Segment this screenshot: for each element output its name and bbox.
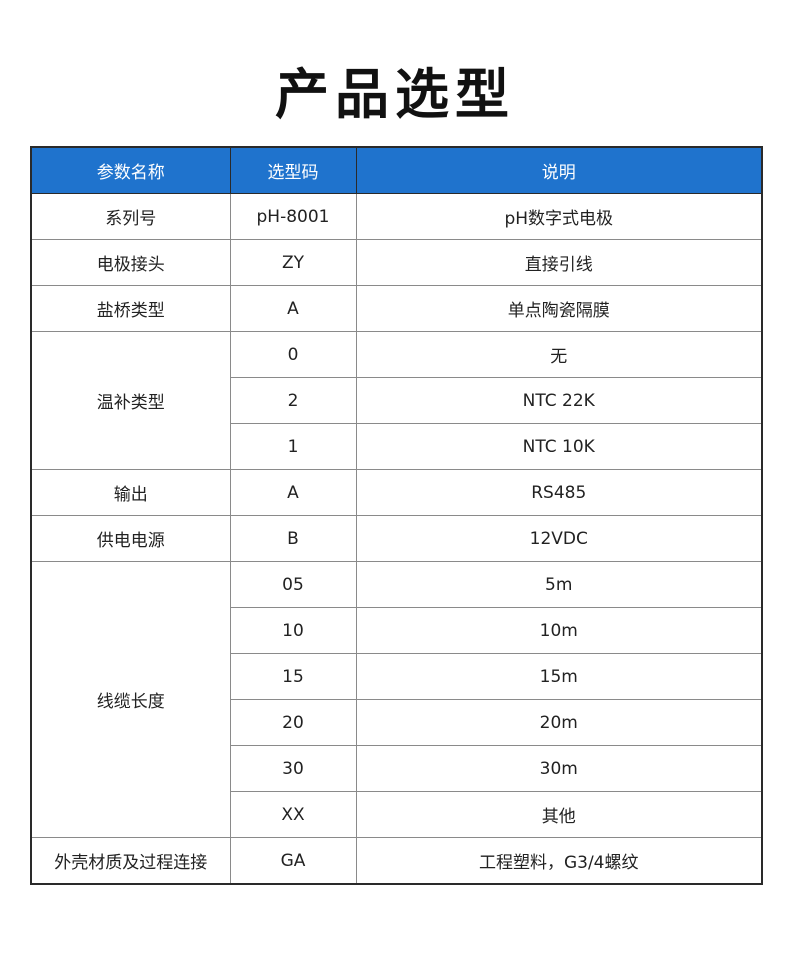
table-row: 20 20m <box>31 699 763 746</box>
code-cell: A <box>229 285 357 332</box>
desc-cell: NTC 10K <box>355 423 763 470</box>
desc-cell: RS485 <box>355 469 763 516</box>
desc-cell: pH数字式电极 <box>355 193 763 240</box>
desc-cell: NTC 22K <box>355 377 763 424</box>
code-cell: ZY <box>229 239 357 286</box>
code-cell: B <box>229 515 357 562</box>
header-code: 选型码 <box>229 146 357 194</box>
desc-cell: 5m <box>355 561 763 608</box>
param-cell: 线缆长度 <box>30 561 231 838</box>
table-row: 30 30m <box>31 745 763 792</box>
table-row: 10 10m <box>31 607 763 654</box>
table-row: 供电电源 B 12VDC <box>30 515 763 562</box>
param-cell: 电极接头 <box>30 239 231 286</box>
code-cell: 20 <box>229 699 357 746</box>
code-cell: 2 <box>229 377 357 424</box>
table-row: 盐桥类型 A 单点陶瓷隔膜 <box>30 285 763 332</box>
desc-cell: 30m <box>355 745 763 792</box>
desc-cell: 工程塑料，G3/4螺纹 <box>355 837 763 885</box>
header-desc: 说明 <box>355 146 763 194</box>
table-row: 线缆长度 05 5m <box>30 561 763 838</box>
code-cell: 30 <box>229 745 357 792</box>
page-title: 产品选型 <box>275 63 515 126</box>
param-cell: 系列号 <box>30 193 231 240</box>
desc-cell: 直接引线 <box>355 239 763 286</box>
param-cell: 温补类型 <box>30 331 231 470</box>
table-row: XX 其他 <box>31 791 763 838</box>
table-row: 电极接头 ZY 直接引线 <box>30 239 763 286</box>
desc-cell: 10m <box>355 607 763 654</box>
selection-table: 参数名称 选型码 说明 系列号 pH-8001 pH数字式电极 电极接头 ZY 直接引线盐… <box>30 146 763 885</box>
desc-cell: 单点陶瓷隔膜 <box>355 285 763 332</box>
code-cell: A <box>229 469 357 516</box>
code-cell: 05 <box>229 561 357 608</box>
code-cell: GA <box>229 837 357 885</box>
param-cell: 盐桥类型 <box>30 285 231 332</box>
code-cell: 0 <box>229 331 357 378</box>
table-row: 15 15m <box>31 653 763 700</box>
table-row: 系列号 pH-8001 pH数字式电极 <box>30 193 763 240</box>
table-row: 外壳材质及过程连接 GA 工程塑料，G3/4螺纹 <box>30 837 763 885</box>
desc-cell: 15m <box>355 653 763 700</box>
table-row: 1 NTC 10K <box>31 423 763 470</box>
table-row: 温补类型 0 无 <box>30 331 763 470</box>
code-cell: 1 <box>229 423 357 470</box>
code-cell: 10 <box>229 607 357 654</box>
code-cell: 15 <box>229 653 357 700</box>
code-cell: pH-8001 <box>229 193 357 240</box>
table-row: 输出 A RS485 <box>30 469 763 516</box>
desc-cell: 无 <box>355 331 763 378</box>
desc-cell: 20m <box>355 699 763 746</box>
param-cell: 供电电源 <box>30 515 231 562</box>
desc-cell: 12VDC <box>355 515 763 562</box>
desc-cell: 其他 <box>355 791 763 838</box>
table-header-row: 参数名称 选型码 说明 <box>30 146 763 194</box>
header-param: 参数名称 <box>30 146 231 194</box>
param-cell: 输出 <box>30 469 231 516</box>
code-cell: XX <box>229 791 357 838</box>
param-cell: 外壳材质及过程连接 <box>30 837 231 885</box>
